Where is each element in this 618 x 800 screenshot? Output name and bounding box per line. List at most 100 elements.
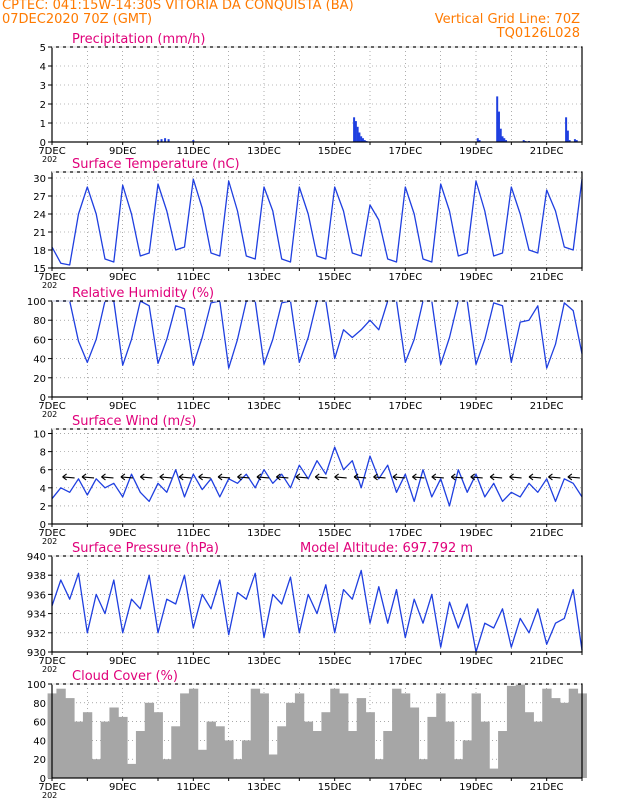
cloud-cover-bar [427, 716, 437, 778]
cloud-cover-bar [135, 731, 146, 778]
cloud-cover-bar [144, 702, 155, 778]
x-tick-label: 13DEC [247, 401, 281, 412]
grid-line-note: Vertical Grid Line: 70Z [434, 12, 580, 27]
x-tick-label: 7DEC [38, 272, 65, 283]
cloud-cover-bar [206, 721, 216, 778]
y-tick-label: 18 [33, 246, 46, 257]
y-tick-label: 8 [40, 448, 46, 459]
wind-arrow-head [470, 473, 476, 481]
precip-bar [501, 136, 504, 142]
precip-bar [496, 96, 499, 142]
y-tick-label: 27 [33, 192, 46, 203]
precip-bar [522, 140, 525, 142]
panel-title: Cloud Cover (%) [72, 669, 178, 684]
precip-bar [360, 136, 363, 142]
panel-frame [51, 555, 583, 653]
cloud-cover-bar [65, 698, 75, 778]
precip-bar [575, 140, 578, 142]
precip-bar [353, 117, 356, 142]
wind-arrow-shaft [179, 476, 192, 479]
y-tick-label: 100 [27, 297, 46, 308]
cloud-cover-bar [127, 763, 137, 778]
cloud-cover-bar [498, 731, 508, 778]
chart-header: CPTEC: 041:15W-14:30S VITORIA DA CONQUIS… [0, 0, 618, 41]
wind-arrow-head [217, 473, 223, 481]
x-tick-label: 21DEC [530, 528, 564, 539]
year-label: 202 [42, 537, 57, 546]
wind-arrow-head [548, 473, 553, 481]
model-code: TQ0126L028 [496, 26, 580, 41]
cloud-cover-bar [515, 684, 526, 778]
wind-arrow-shaft [392, 476, 406, 479]
wind-arrow-head [120, 473, 126, 481]
y-tick-label: 930 [27, 648, 46, 659]
y-tick-label: 4 [40, 484, 46, 495]
cloud-cover-bar [330, 688, 340, 778]
wind-arrow-shaft [140, 476, 153, 479]
cloud-cover-bar [480, 721, 490, 778]
wind-arrow-head [256, 473, 262, 481]
wind-arrow-head [198, 473, 203, 481]
y-tick-label: 1 [40, 119, 46, 130]
cloud-cover-bar [339, 693, 349, 778]
x-tick-label: 15DEC [318, 146, 352, 157]
wind-arrow-shaft [490, 476, 503, 479]
precip-bar [478, 140, 481, 142]
x-tick-label: 9DEC [109, 401, 136, 412]
wind-arrow-head [237, 473, 242, 481]
wind-arrow-head [314, 473, 320, 481]
x-tick-label: 13DEC [247, 272, 281, 283]
cloud-cover-bar [153, 712, 163, 778]
y-tick-label: 936 [27, 590, 46, 601]
wind-arrow-shaft [120, 476, 133, 479]
panel-title: Surface Temperature (nC) [72, 157, 240, 172]
y-tick-label: 932 [27, 629, 46, 640]
wind-arrow-shaft [412, 476, 425, 479]
x-tick-label: 15DEC [318, 782, 352, 793]
x-tick-label: 17DEC [388, 656, 422, 667]
x-tick-label: 9DEC [109, 782, 136, 793]
x-tick-label: 19DEC [459, 782, 493, 793]
wind-arrow-shaft [295, 476, 308, 479]
cloud-cover-bar [233, 759, 243, 778]
cloud-cover-bar [489, 768, 499, 778]
wind-arrow-head [353, 473, 359, 481]
panel-frame [51, 300, 583, 398]
wind-arrow-head [450, 473, 456, 481]
x-tick-label: 9DEC [109, 146, 136, 157]
cloud-cover-bar [462, 740, 473, 778]
x-tick-label: 7DEC [38, 401, 65, 412]
cloud-cover-bar [294, 693, 305, 778]
panel-3: 0 20 40 60 80 100 7DEC 9DEC 11DEC 13DEC 15DEC 17DEC… [27, 286, 583, 419]
x-tick-label: 15DEC [318, 272, 352, 283]
cloud-cover-bar [533, 721, 543, 778]
y-tick-label: 0 [40, 774, 46, 785]
x-tick-label: 7DEC [38, 656, 65, 667]
x-tick-label: 15DEC [318, 401, 352, 412]
cloud-cover-bar [568, 688, 579, 778]
series-line [51, 569, 583, 653]
precip-bar [167, 139, 170, 142]
y-tick-label: 60 [33, 718, 46, 729]
precip-bar [354, 121, 357, 142]
precip-bar [363, 140, 366, 142]
cloud-cover-bar [100, 721, 110, 778]
cloud-cover-bar [268, 754, 278, 778]
y-tick-label: 30 [33, 174, 46, 185]
x-tick-label: 11DEC [176, 146, 210, 157]
y-tick-label: 0 [40, 138, 46, 149]
wind-arrow-head [567, 473, 573, 481]
run-date-header: 07DEC2020 70Z (GMT) [2, 12, 153, 27]
cloud-cover-bar [453, 759, 464, 778]
year-label: 202 [42, 410, 57, 419]
x-tick-label: 19DEC [459, 528, 493, 539]
x-tick-label: 19DEC [459, 146, 493, 157]
cloud-cover-bar [171, 726, 181, 778]
cloud-cover-bar [188, 688, 199, 778]
year-label: 202 [42, 665, 57, 674]
x-tick-label: 11DEC [176, 782, 210, 793]
x-tick-label: 19DEC [459, 272, 493, 283]
y-tick-label: 0 [40, 393, 46, 404]
wind-arrow-shaft [509, 476, 522, 479]
cloud-cover-bar [241, 740, 252, 778]
